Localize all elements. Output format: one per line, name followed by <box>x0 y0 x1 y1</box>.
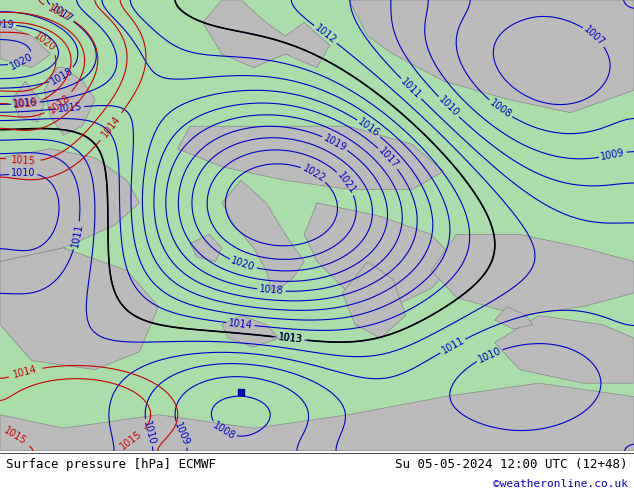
Text: 1021: 1021 <box>335 170 358 196</box>
Text: 1010: 1010 <box>476 345 503 365</box>
Text: 1018: 1018 <box>47 92 72 115</box>
Polygon shape <box>342 262 406 338</box>
Text: 1010: 1010 <box>11 168 36 178</box>
Text: 1017: 1017 <box>376 146 400 171</box>
Text: 1009: 1009 <box>172 421 191 448</box>
Polygon shape <box>0 383 634 451</box>
Text: 1020: 1020 <box>8 51 35 72</box>
Text: 1014: 1014 <box>228 318 253 330</box>
Text: ©weatheronline.co.uk: ©weatheronline.co.uk <box>493 479 628 489</box>
Polygon shape <box>349 0 634 113</box>
Text: 1017: 1017 <box>49 2 74 24</box>
Text: 1013: 1013 <box>278 332 303 345</box>
Polygon shape <box>304 203 456 307</box>
Polygon shape <box>203 0 330 68</box>
Text: 1018: 1018 <box>49 66 75 87</box>
Polygon shape <box>44 68 95 135</box>
Text: 1016: 1016 <box>356 117 382 139</box>
Polygon shape <box>0 248 158 369</box>
Text: 1015: 1015 <box>119 428 145 451</box>
Text: 1019: 1019 <box>0 19 15 30</box>
Text: Surface pressure [hPa] ECMWF: Surface pressure [hPa] ECMWF <box>6 458 216 471</box>
Text: 1011: 1011 <box>439 336 466 356</box>
Text: 1012: 1012 <box>313 23 338 46</box>
Text: 1015: 1015 <box>57 101 82 114</box>
Polygon shape <box>495 307 533 329</box>
Text: 1007: 1007 <box>582 24 607 48</box>
Text: 1010: 1010 <box>436 95 461 119</box>
Polygon shape <box>13 81 44 122</box>
Text: 1020: 1020 <box>230 256 256 273</box>
Text: 1017: 1017 <box>46 2 73 23</box>
Polygon shape <box>222 316 279 347</box>
Text: 1018: 1018 <box>259 285 284 296</box>
Text: 1008: 1008 <box>210 420 236 441</box>
Text: 1010: 1010 <box>141 419 157 446</box>
Text: 1011: 1011 <box>70 222 84 248</box>
Text: 1015: 1015 <box>2 426 28 447</box>
Text: 1011: 1011 <box>399 76 424 101</box>
Polygon shape <box>495 316 634 383</box>
Text: Su 05-05-2024 12:00 UTC (12+48): Su 05-05-2024 12:00 UTC (12+48) <box>395 458 628 471</box>
Polygon shape <box>0 149 139 262</box>
Text: 1020: 1020 <box>32 30 58 53</box>
Text: 1016: 1016 <box>13 98 38 109</box>
Polygon shape <box>190 234 222 262</box>
Text: 1013: 1013 <box>278 332 303 345</box>
Text: 1022: 1022 <box>301 163 327 184</box>
Text: 1008: 1008 <box>488 98 514 120</box>
Polygon shape <box>431 234 634 316</box>
Text: 1009: 1009 <box>600 147 626 162</box>
Text: 1015: 1015 <box>11 155 36 167</box>
Polygon shape <box>0 23 51 68</box>
Polygon shape <box>178 126 444 189</box>
Text: 1019: 1019 <box>13 98 38 110</box>
Text: 1014: 1014 <box>100 114 122 140</box>
Text: 1019: 1019 <box>322 133 348 153</box>
Text: 1014: 1014 <box>12 364 39 380</box>
Polygon shape <box>222 180 304 293</box>
